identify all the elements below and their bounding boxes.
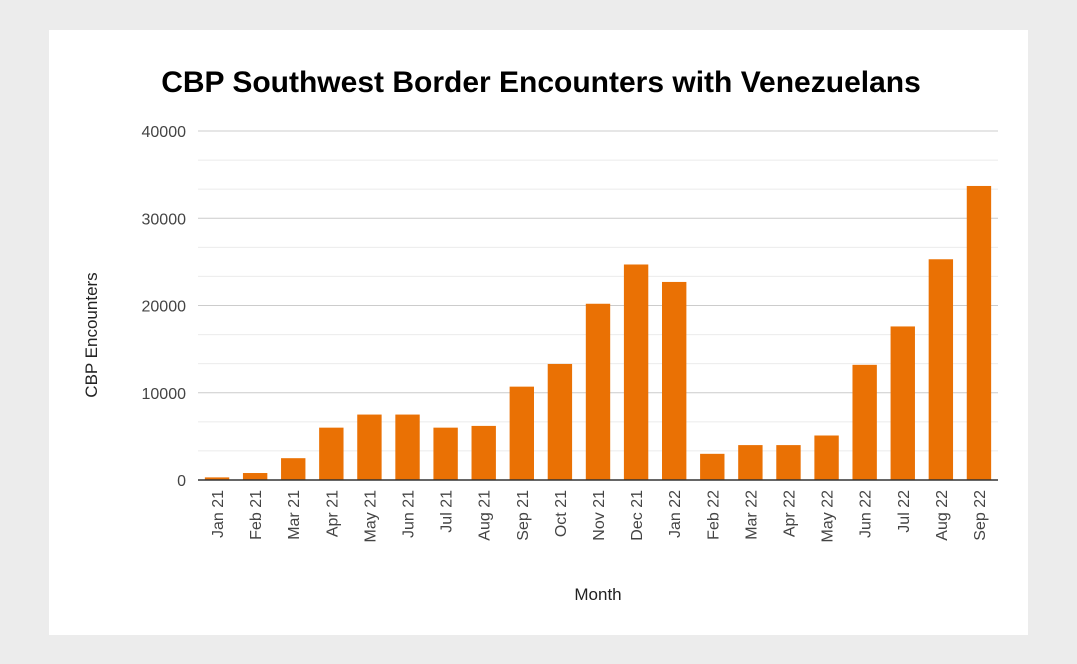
chart-title: CBP Southwest Border Encounters with Ven… <box>161 66 921 99</box>
y-axis-label: CBP Encounters <box>82 272 101 397</box>
x-axis-ticks: Jan 21 Feb 21 Mar 21 Apr 21 May 21 Jun 21 Jul … <box>210 490 989 543</box>
x-tick-label: Jan 21 <box>210 490 227 538</box>
bar <box>814 435 839 480</box>
bar <box>433 427 458 480</box>
x-tick-label: Jun 22 <box>858 490 875 538</box>
bar <box>319 427 344 480</box>
bar <box>395 414 420 480</box>
x-tick-label: Sep 21 <box>515 490 532 541</box>
bar <box>662 281 687 480</box>
y-tick-label: 40000 <box>142 124 187 141</box>
x-tick-label: Aug 21 <box>477 490 494 541</box>
x-tick-label: Jul 22 <box>896 490 913 533</box>
bar <box>700 453 725 480</box>
x-tick-label: Mar 21 <box>286 490 303 540</box>
x-tick-label: Apr 22 <box>781 490 798 537</box>
bars <box>204 185 992 480</box>
x-tick-label: Jun 21 <box>401 490 418 538</box>
bar <box>509 386 534 480</box>
x-tick-label: Feb 22 <box>705 490 722 540</box>
x-tick-label: Dec 21 <box>629 490 646 541</box>
bar <box>242 473 268 480</box>
x-tick-label: Nov 21 <box>591 490 608 541</box>
bar <box>547 363 573 480</box>
bar <box>471 425 496 480</box>
x-tick-label: Oct 21 <box>553 490 570 537</box>
x-tick-label: Aug 22 <box>934 490 951 541</box>
x-tick-label: Apr 21 <box>324 490 341 537</box>
bar <box>204 477 230 480</box>
y-tick-label: 10000 <box>142 386 187 403</box>
x-tick-label: May 22 <box>820 490 837 543</box>
bar <box>890 326 915 480</box>
bar <box>928 259 954 480</box>
bar <box>966 185 992 480</box>
y-tick-label: 0 <box>177 473 186 490</box>
bar <box>738 445 763 480</box>
x-tick-label: Sep 22 <box>972 490 989 541</box>
x-tick-label: May 21 <box>362 490 379 543</box>
bar <box>623 264 649 480</box>
bar <box>585 303 611 480</box>
y-tick-label: 30000 <box>142 211 187 228</box>
x-tick-label: Feb 21 <box>248 490 265 540</box>
bar <box>852 364 877 480</box>
x-tick-label: Mar 22 <box>743 490 760 540</box>
bar <box>281 458 306 480</box>
y-tick-label: 20000 <box>142 299 187 316</box>
x-tick-label: Jul 21 <box>439 490 456 533</box>
bar <box>776 445 801 480</box>
bar <box>357 414 382 480</box>
x-tick-label: Jan 22 <box>667 490 684 538</box>
x-axis-label: Month <box>574 585 621 604</box>
y-axis-ticks: 0 10000 20000 30000 40000 <box>142 124 187 490</box>
